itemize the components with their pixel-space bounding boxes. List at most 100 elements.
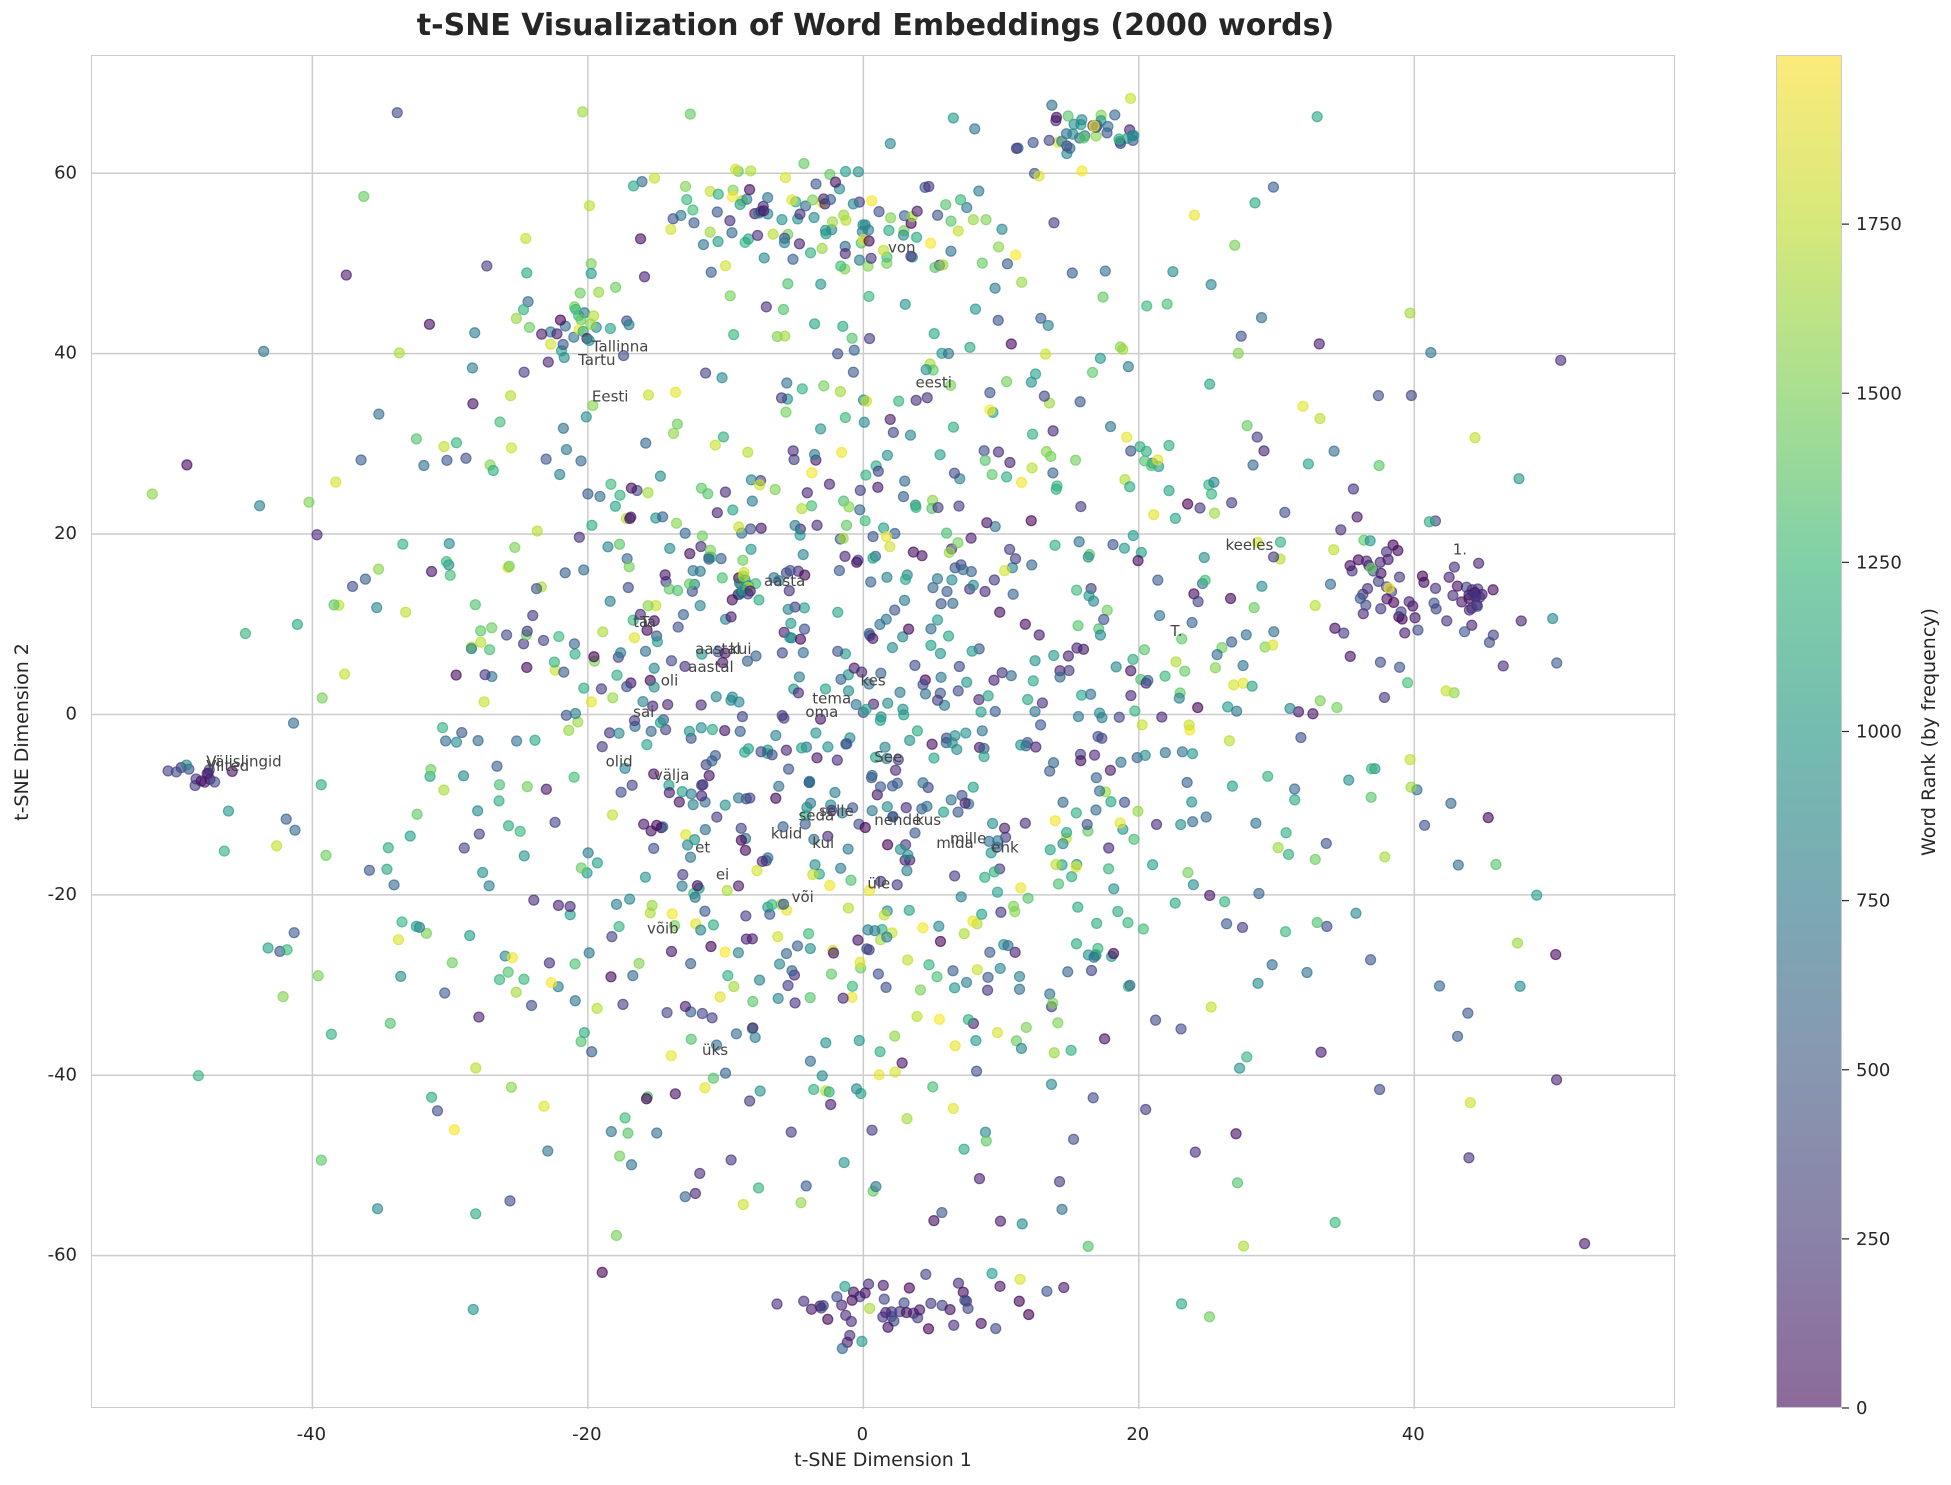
data-point: [989, 282, 1001, 294]
data-point: [1027, 675, 1039, 687]
data-point: [683, 578, 696, 590]
data-point: [450, 669, 462, 681]
data-point: [619, 762, 631, 774]
data-point: [1230, 1128, 1242, 1140]
data-point: [651, 636, 664, 648]
data-point: [839, 1280, 851, 1293]
data-point: [984, 946, 996, 958]
data-point: [624, 893, 636, 905]
data-point: [1365, 562, 1377, 574]
data-point: [806, 467, 818, 479]
data-point: [397, 538, 409, 550]
data-point: [1050, 483, 1062, 495]
data-point: [970, 1034, 982, 1047]
data-point: [867, 530, 879, 543]
data-point: [1307, 708, 1319, 720]
data-point: [1114, 341, 1127, 353]
data-point: [1383, 582, 1395, 594]
data-point: [948, 467, 961, 479]
data-point: [917, 678, 929, 691]
data-point: [595, 683, 608, 695]
data-point: [786, 194, 798, 206]
data-point: [1550, 948, 1562, 961]
data-point: [545, 976, 557, 989]
data-point: [1468, 590, 1480, 602]
data-point: [1579, 1238, 1591, 1250]
data-point: [502, 966, 514, 978]
data-point: [932, 694, 944, 706]
data-point: [719, 724, 731, 737]
colorbar-tick-label: 1500: [1856, 383, 1902, 404]
data-point: [1354, 592, 1366, 605]
data-point: [640, 437, 652, 449]
data-point: [1115, 756, 1127, 768]
data-point: [722, 970, 734, 982]
data-point: [940, 527, 953, 539]
word-label: Viited: [206, 757, 249, 775]
data-point: [752, 1182, 765, 1194]
data-point: [553, 630, 565, 643]
data-point: [947, 1102, 959, 1115]
data-point: [880, 613, 892, 625]
data-point: [707, 1072, 720, 1084]
data-point: [705, 266, 717, 278]
data-point: [1361, 583, 1374, 595]
data-point: [732, 792, 745, 804]
data-point: [648, 662, 660, 674]
data-point: [1066, 871, 1078, 883]
data-point: [836, 807, 848, 819]
data-point: [1069, 454, 1082, 466]
data-point: [699, 1082, 711, 1094]
data-point: [1138, 644, 1151, 656]
word-label: aastal: [695, 640, 740, 658]
data-point: [717, 431, 730, 443]
data-point: [614, 489, 626, 501]
data-point: [536, 328, 548, 340]
data-point: [777, 898, 790, 910]
data-point: [863, 235, 875, 247]
data-point: [853, 1034, 865, 1047]
data-point: [946, 574, 958, 586]
data-point: [897, 703, 909, 715]
data-point: [800, 200, 812, 212]
data-point: [866, 805, 878, 817]
data-point: [640, 1093, 653, 1105]
data-point: [502, 820, 515, 832]
data-point: [1053, 1176, 1066, 1188]
data-point: [1181, 776, 1193, 789]
data-point: [614, 1150, 626, 1162]
word-label: välja: [654, 766, 690, 784]
data-point: [835, 673, 847, 685]
data-point: [1091, 917, 1103, 929]
data-point: [983, 835, 995, 847]
data-point: [712, 235, 724, 248]
data-point: [1016, 276, 1028, 288]
data-point: [724, 215, 736, 227]
data-point: [822, 741, 834, 753]
data-point: [1192, 701, 1204, 714]
data-point: [1073, 536, 1085, 548]
data-point: [842, 902, 854, 914]
data-point: [291, 618, 303, 631]
data-point: [1246, 680, 1258, 692]
data-point: [965, 532, 977, 544]
data-point: [896, 1057, 908, 1069]
data-point: [934, 449, 946, 461]
data-point: [664, 542, 676, 555]
data-point: [807, 194, 819, 206]
data-point: [1513, 473, 1525, 485]
data-point: [1282, 848, 1295, 861]
data-point: [829, 786, 841, 799]
data-point: [705, 940, 717, 953]
data-point: [787, 445, 799, 457]
data-point: [1311, 916, 1323, 929]
data-point: [665, 655, 678, 667]
data-point: [426, 1091, 438, 1103]
data-point: [724, 290, 736, 302]
data-point: [577, 106, 589, 118]
data-point: [875, 711, 887, 723]
data-point: [418, 459, 430, 472]
data-point: [1083, 590, 1095, 602]
data-point: [605, 478, 617, 490]
